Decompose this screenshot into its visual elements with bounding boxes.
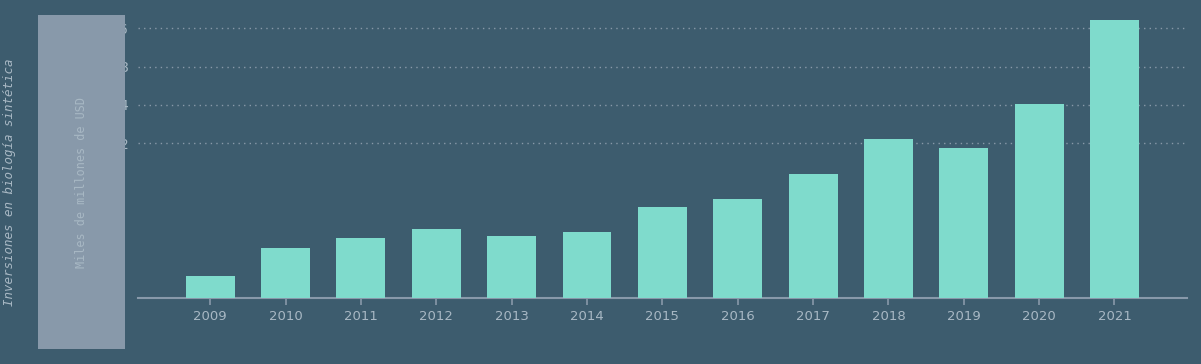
Bar	[186, 276, 234, 364]
Text: Miles de millones de USD: Miles de millones de USD	[76, 96, 88, 268]
Bar	[261, 248, 310, 364]
Bar	[412, 229, 461, 364]
Bar	[336, 238, 386, 364]
Bar	[1015, 104, 1064, 364]
Bar	[1091, 20, 1139, 364]
Bar	[864, 139, 913, 364]
Bar	[562, 232, 611, 364]
Bar	[713, 199, 763, 364]
Bar	[638, 207, 687, 364]
Text: Inversiones en biología sintética: Inversiones en biología sintética	[4, 58, 16, 306]
Bar	[488, 236, 536, 364]
Bar	[939, 147, 988, 364]
Bar	[789, 174, 837, 364]
